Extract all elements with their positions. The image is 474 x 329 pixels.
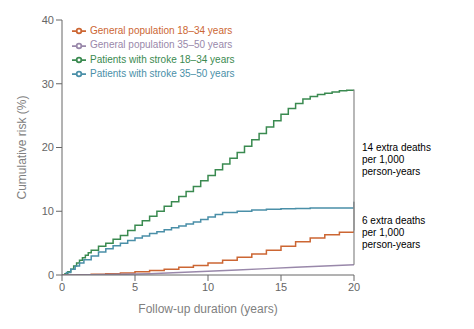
svg-text:Cumulative risk (%): Cumulative risk (%) (15, 95, 29, 199)
svg-text:10: 10 (42, 205, 54, 217)
svg-text:5: 5 (132, 281, 138, 293)
svg-text:0: 0 (59, 281, 65, 293)
html-text:Patients with stroke 18–34 yea: Patients with stroke 18–34 years (90, 53, 235, 65)
svg-text:30: 30 (42, 78, 54, 90)
svg-text:20: 20 (42, 141, 54, 153)
html-text:General population 35–50 years: General population 35–50 years (90, 39, 233, 51)
svg-text:6 extra deathsper 1,000person-: 6 extra deathsper 1,000person-years (362, 215, 425, 250)
svg-text:0: 0 (48, 269, 54, 281)
svg-text:10: 10 (202, 281, 214, 293)
svg-text:14 extra deathsper 1,000person: 14 extra deathsper 1,000person-years (362, 142, 431, 177)
svg-text:40: 40 (42, 14, 54, 26)
html-text:General population 18–34 years: General population 18–34 years (90, 25, 233, 36)
svg-text:15: 15 (275, 281, 287, 293)
svg-text:20: 20 (348, 281, 360, 293)
html-text:Patients with stroke 35–50 yea: Patients with stroke 35–50 years (90, 68, 235, 80)
svg-text:Follow-up duration (years): Follow-up duration (years) (138, 302, 277, 316)
